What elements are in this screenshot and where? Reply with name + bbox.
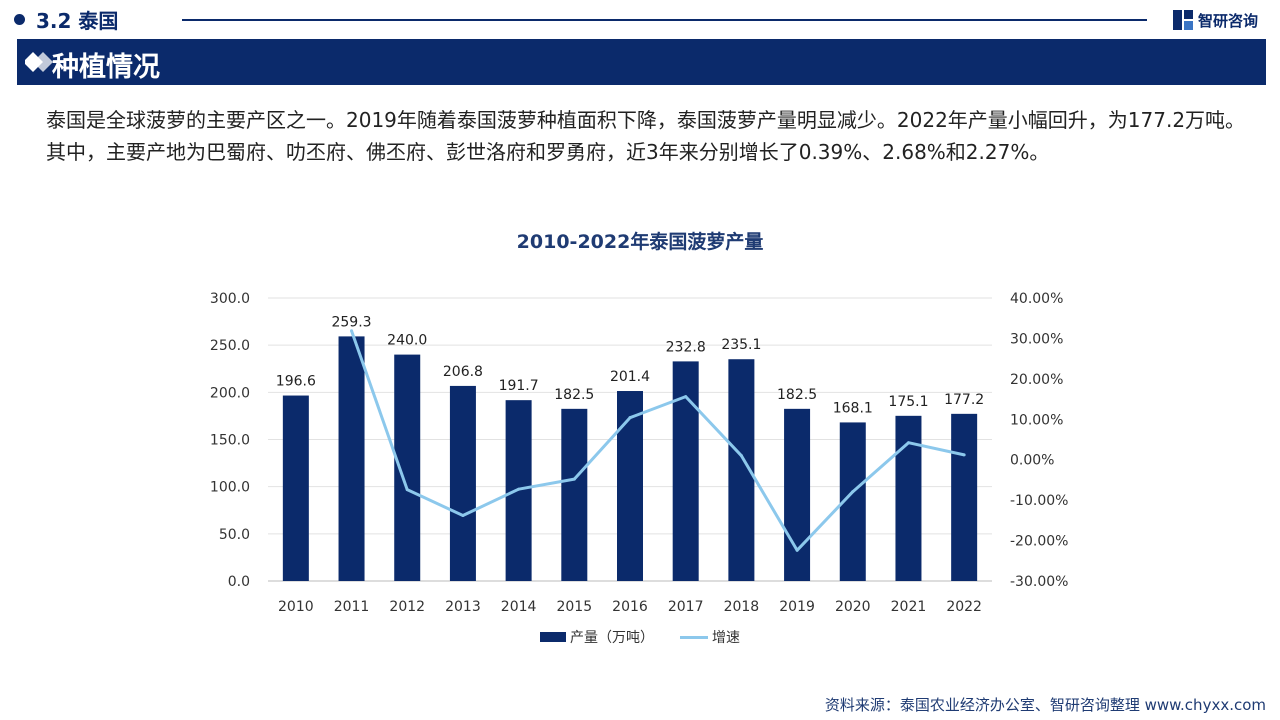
x-tick-label: 2012 [389, 599, 425, 615]
y-right-tick-label: -20.00% [1010, 534, 1068, 550]
growth-point [405, 488, 409, 492]
growth-point [628, 416, 632, 420]
x-tick-label: 2016 [612, 599, 648, 615]
bar-value-label: 232.8 [666, 339, 706, 355]
growth-point [906, 441, 910, 445]
x-tick-label: 2017 [668, 599, 704, 615]
diamond-icon [25, 52, 53, 72]
y-left-tick-label: 100.0 [210, 480, 250, 496]
x-tick-label: 2013 [445, 599, 481, 615]
y-right-tick-label: 0.00% [1010, 453, 1054, 469]
growth-line [350, 330, 965, 552]
bar [951, 413, 978, 581]
chart-title: 2010-2022年泰国菠萝产量 [516, 231, 764, 253]
y-right-tick-label: -10.00% [1010, 493, 1068, 509]
brand-logo: 智研咨询 [1172, 8, 1272, 32]
data-labels: 196.6 259.3 240.0 206.8 191.7 182.5 201.4 232.8… [276, 314, 984, 416]
x-tick-label: 2022 [946, 599, 982, 615]
x-tick-label: 2019 [779, 599, 815, 615]
bar-value-label: 182.5 [777, 387, 817, 403]
bar-value-label: 240.0 [387, 333, 427, 349]
growth-point [350, 329, 354, 333]
legend-production-label: 产量（万吨） [570, 630, 654, 646]
y-left-tick-label: 50.0 [219, 527, 250, 543]
x-tick-label: 2010 [278, 599, 314, 615]
source-note: 资料来源：泰国农业经济办公室、智研咨询整理 www.chyxx.com [824, 696, 1266, 714]
x-tick-label: 2020 [835, 599, 871, 615]
y-right-tick-label: 10.00% [1010, 412, 1063, 428]
bar-value-label: 182.5 [554, 387, 594, 403]
bar [561, 408, 588, 581]
x-axis: 2010 2011 2012 2013 2014 2015 2016 2017 2018 2019… [278, 599, 982, 615]
y-right-tick-label: 20.00% [1010, 372, 1063, 388]
y-right-tick-label: 30.00% [1010, 331, 1063, 347]
growth-point [795, 548, 799, 552]
top-divider [182, 19, 1147, 21]
left-axis: 0.0 50.0 100.0 150.0 200.0 250.0 300.0 [210, 291, 250, 590]
bar-value-label: 191.7 [499, 378, 539, 394]
y-left-tick-label: 300.0 [210, 291, 250, 307]
x-tick-label: 2014 [501, 599, 537, 615]
growth-point [851, 490, 855, 494]
growth-point [684, 395, 688, 399]
bar-value-label: 175.1 [888, 394, 928, 410]
bar [784, 408, 811, 581]
y-left-tick-label: 150.0 [210, 433, 250, 449]
brand-name: 智研咨询 [1198, 12, 1259, 30]
growth-point [962, 453, 966, 457]
y-left-tick-label: 200.0 [210, 385, 250, 401]
y-left-tick-label: 250.0 [210, 338, 250, 354]
bar [338, 336, 365, 581]
legend-growth-label: 增速 [712, 630, 740, 646]
growth-point [572, 477, 576, 481]
section-dot [14, 14, 25, 25]
x-tick-label: 2021 [891, 599, 927, 615]
growth-point [739, 454, 743, 458]
legend-line-swatch [680, 636, 708, 639]
bar [895, 415, 922, 581]
bar-value-label: 235.1 [721, 337, 761, 353]
bar [282, 395, 309, 581]
bar [449, 385, 476, 581]
y-right-tick-label: 40.00% [1010, 291, 1063, 307]
bar [672, 361, 699, 581]
legend-bar-swatch [540, 632, 566, 642]
bar-value-label: 168.1 [833, 400, 873, 416]
section-banner: 种植情况 [17, 39, 1266, 85]
top-bar: 3.2 泰国 智研咨询 [0, 0, 1280, 38]
x-tick-label: 2018 [724, 599, 760, 615]
bar-value-label: 196.6 [276, 374, 316, 390]
x-tick-label: 2015 [556, 599, 592, 615]
right-axis: -30.00% -20.00% -10.00% 0.00% 10.00% 20.00% 30… [1010, 291, 1068, 590]
bar [617, 391, 643, 581]
bar-value-label: 206.8 [443, 364, 483, 380]
banner-title: 种植情况 [52, 52, 160, 83]
y-left-tick-label: 0.0 [228, 574, 250, 590]
growth-point [461, 514, 465, 518]
y-right-tick-label: -30.00% [1010, 574, 1068, 590]
brand-logo-icon [1173, 10, 1193, 30]
bar-value-label: 177.2 [944, 392, 984, 408]
x-tick-label: 2011 [334, 599, 370, 615]
bar-value-label: 201.4 [610, 369, 650, 385]
intro-paragraph: 泰国是全球菠萝的主要产区之一。2019年随着泰国菠萝种植面积下降，泰国菠萝产量明… [46, 108, 1246, 164]
section-title: 3.2 泰国 [36, 9, 119, 33]
bar-value-label: 259.3 [331, 314, 371, 330]
growth-point [517, 487, 521, 491]
growth-line-series [350, 329, 966, 552]
